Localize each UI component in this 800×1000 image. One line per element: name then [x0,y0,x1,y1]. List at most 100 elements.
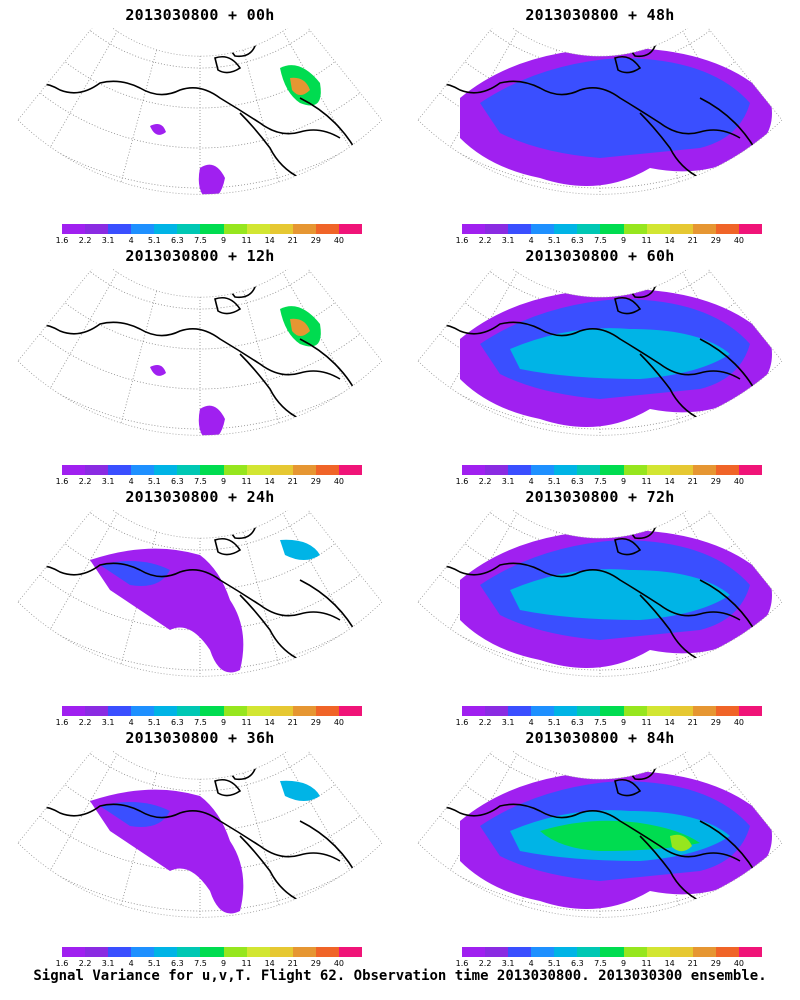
colorbar-swatch [62,706,86,716]
variance-field [100,802,170,827]
colorbar-tick-label: 1.6 [55,959,69,968]
colorbar-swatch [554,706,578,716]
colorbar-swatch [200,947,224,957]
map-panel: 2013030800 + 12h 1.6 2.2 3.1 4 5.1 6.3 7.5 9 11 14… [0,241,400,486]
colorbar-tick-label: 7.5 [194,477,207,486]
colorbar-swatch [646,224,670,234]
colorbar-swatch [108,706,132,716]
panel-title: 2013030800 + 24h [125,488,275,506]
colorbar-tick-label: 29 [310,718,321,727]
colorbar-swatch [177,947,201,957]
colorbar-tick-label: 7.5 [594,477,607,486]
colorbar-swatch [692,706,716,716]
colorbar-swatch [315,224,339,234]
colorbar-tick-label: 4 [128,959,134,968]
colorbar-swatch [623,465,647,475]
polar-map [17,269,383,436]
colorbar-swatch [62,947,86,957]
map-panel: 2013030800 + 84h 1.6 2.2 3.1 4 5.1 6.3 7.5 9 11 14… [400,723,800,968]
colorbar-tick-label: 14 [264,959,275,968]
coastline [299,97,361,159]
colorbar-tick-label: 11 [241,959,252,968]
colorbar-swatch [177,706,201,716]
coastline [639,594,701,661]
colorbar [62,224,363,234]
colorbar-swatch [200,224,224,234]
colorbar-ticks: 1.6 2.2 3.1 4 5.1 6.3 7.5 9 11 14 21 29 40 [456,236,782,247]
colorbar [462,947,763,957]
colorbar-tick-label: 11 [641,236,652,245]
colorbar-swatch [85,947,109,957]
colorbar-tick-label: 14 [664,959,675,968]
colorbar-swatch [108,224,132,234]
colorbar-swatch [154,224,178,234]
colorbar-tick-label: 4 [528,718,534,727]
colorbar-swatch [338,224,363,234]
colorbar-swatch [246,947,270,957]
colorbar-tick-label: 4 [528,477,534,486]
colorbar-tick-label: 21 [287,959,298,968]
colorbar-swatch [223,224,247,234]
colorbar-swatch [692,224,716,234]
colorbar-swatch [485,947,509,957]
colorbar-tick-label: 40 [733,718,745,727]
colorbar-swatch [462,706,486,716]
variance-field [280,539,320,560]
colorbar-swatch [315,947,339,957]
colorbar-swatch [577,706,601,716]
colorbar-tick-label: 3.1 [501,236,515,245]
coastline [299,338,361,400]
coastline [214,537,242,556]
colorbar-swatch [669,224,693,234]
colorbar-tick-label: 11 [241,477,252,486]
polar-map [417,751,783,918]
colorbar-tick-label: 2.2 [478,959,492,968]
colorbar-tick-label: 2.2 [478,236,492,245]
figure-caption: Signal Variance for u,v,T. Flight 62. Ob… [33,968,767,984]
colorbar-swatch [715,224,739,234]
colorbar-tick-label: 6.3 [171,477,184,486]
map-panel: 2013030800 + 60h 1.6 2.2 3.1 4 5.1 6.3 7.5 9 11 14… [400,241,800,486]
colorbar-tick-label: 6.3 [571,718,584,727]
colorbar-tick-label: 14 [664,718,675,727]
colorbar-swatch [131,947,155,957]
colorbar-tick-label: 5.1 [547,236,561,245]
map-panel: 2013030800 + 48h 1.6 2.2 3.1 4 5.1 6.3 7.5 9 11 14… [400,0,800,245]
colorbar [62,706,363,716]
colorbar-tick-label: 29 [310,477,321,486]
colorbar-tick-label: 29 [710,236,721,245]
colorbar-tick-label: 2.2 [478,718,492,727]
colorbar-tick-label: 29 [710,718,721,727]
colorbar-swatch [462,465,486,475]
colorbar-tick-label: 11 [641,477,652,486]
variance-field [670,834,692,852]
colorbar-swatch [554,224,578,234]
coastline [419,321,741,380]
colorbar-swatch [508,224,532,234]
colorbar-tick-label: 7.5 [194,718,207,727]
colorbar-tick-label: 9 [620,718,627,727]
colorbar-swatch [462,947,486,957]
colorbar-tick-label: 9 [220,236,227,245]
colorbar-swatch [62,465,86,475]
coastline [419,803,741,862]
colorbar-tick-label: 6.3 [571,477,584,486]
colorbar-tick-label: 14 [664,236,675,245]
colorbar-swatch [315,706,339,716]
colorbar-swatch [692,947,716,957]
colorbar-tick-label: 14 [664,477,675,486]
colorbar-tick-label: 5.1 [147,959,161,968]
colorbar-tick-label: 9 [620,959,627,968]
colorbar-swatch [177,224,201,234]
colorbar-tick-label: 7.5 [194,236,207,245]
coastline [239,594,301,661]
variance-field [510,569,730,620]
polar-map [417,269,783,436]
colorbar-tick-label: 2.2 [78,718,92,727]
colorbar-swatch [131,706,155,716]
coastline [614,55,642,74]
colorbar-ticks: 1.6 2.2 3.1 4 5.1 6.3 7.5 9 11 14 21 29 40 [56,718,382,729]
colorbar-tick-label: 9 [620,236,627,245]
colorbar-swatch [738,947,763,957]
colorbar-tick-label: 40 [333,236,345,245]
